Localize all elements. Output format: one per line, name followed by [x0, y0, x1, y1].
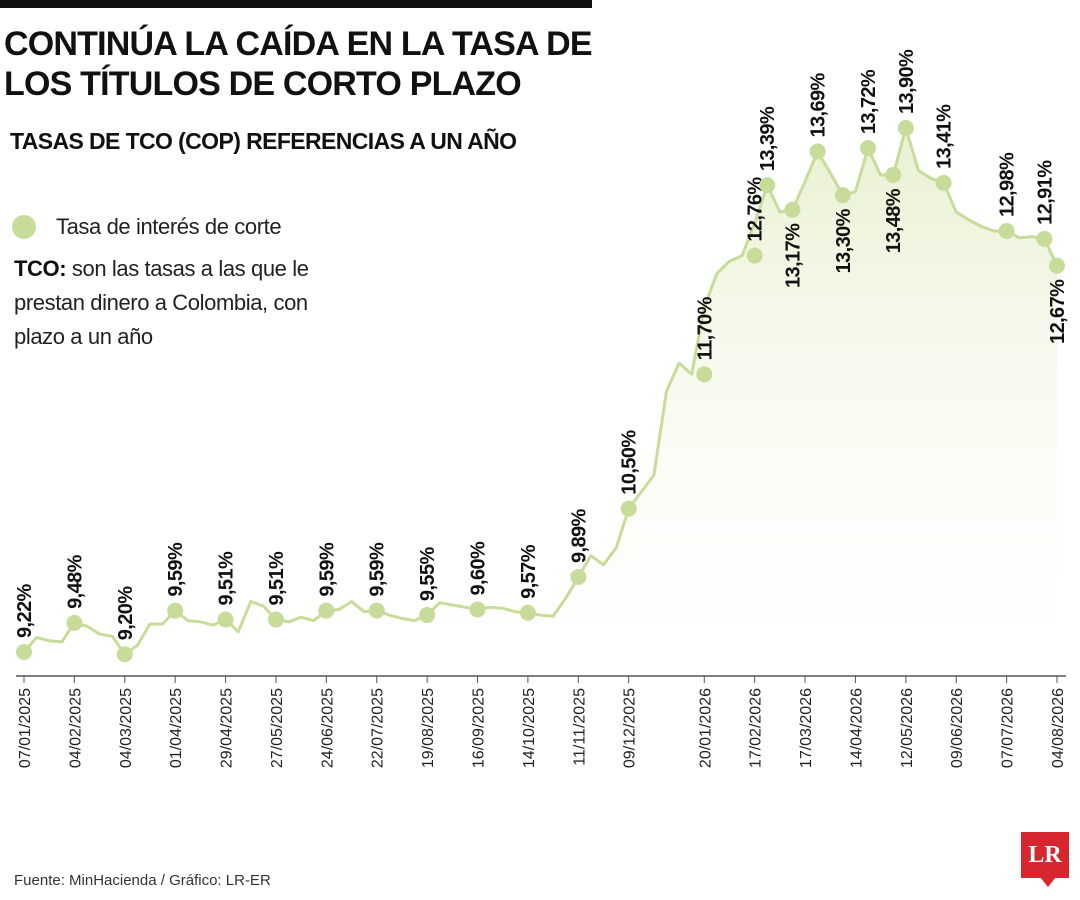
data-label: 9,48%: [64, 554, 86, 609]
data-point: [620, 500, 637, 517]
data-point: [16, 644, 32, 660]
definition-term: TCO:: [14, 256, 67, 281]
data-label: 13,17%: [782, 223, 804, 288]
data-point: [897, 120, 914, 136]
x-tick-label: 01/04/2025: [168, 688, 185, 768]
data-label: 9,59%: [316, 542, 338, 597]
data-label: 12,76%: [745, 177, 767, 242]
x-tick-label: 14/10/2025: [521, 688, 538, 768]
legend: Tasa de interés de corte: [12, 214, 282, 240]
data-point: [885, 167, 902, 184]
x-tick-label: 24/06/2025: [319, 688, 336, 768]
x-tick-label: 11/11/2025: [571, 688, 588, 766]
data-label: 12,91%: [1034, 160, 1056, 225]
data-label: 10,50%: [619, 430, 641, 495]
data-point: [66, 614, 83, 631]
data-label: 12,67%: [1047, 279, 1069, 344]
x-tick-label: 07/07/2026: [1000, 688, 1017, 768]
definition-text: son las tasas a las que le prestan diner…: [14, 256, 309, 349]
data-point: [860, 140, 877, 157]
data-point: [935, 174, 952, 191]
x-tick-label: 17/02/2026: [748, 688, 765, 768]
data-label: 13,39%: [757, 106, 779, 171]
x-tick-label: 07/01/2025: [17, 688, 34, 768]
data-point: [167, 602, 184, 619]
x-tick-label: 09/06/2026: [949, 688, 966, 768]
chart-subtitle: TASAS DE TCO (COP) REFERENCIAS A UN AÑO: [10, 128, 517, 154]
data-point: [570, 568, 587, 585]
data-point: [784, 201, 801, 218]
data-point: [1036, 230, 1053, 247]
data-label: 9,59%: [367, 542, 389, 597]
data-point: [116, 646, 133, 663]
x-tick-label: 20/01/2026: [697, 688, 714, 768]
data-label: 13,41%: [934, 104, 956, 169]
data-point: [809, 143, 826, 160]
data-point: [834, 187, 851, 204]
lr-logo-tail: [1040, 877, 1056, 887]
data-label: 9,51%: [216, 551, 238, 606]
x-tick-label: 04/02/2025: [67, 688, 84, 768]
lr-logo: LR: [1021, 832, 1069, 878]
page-title: CONTINÚA LA CAÍDA EN LA TASA DE LOS TÍTU…: [4, 25, 593, 103]
data-label: 13,30%: [833, 208, 855, 273]
data-point: [267, 611, 284, 628]
area-fill: [24, 128, 1057, 676]
data-label: 11,70%: [694, 296, 716, 360]
x-tick-label: 22/07/2025: [370, 688, 387, 768]
data-label: 9,20%: [115, 586, 137, 641]
data-point: [998, 223, 1015, 240]
x-tick-label: 19/08/2025: [420, 688, 437, 768]
data-point: [419, 607, 436, 624]
data-label: 12,98%: [997, 152, 1019, 217]
data-point: [696, 366, 713, 383]
data-label: 9,59%: [165, 542, 187, 597]
x-tick-label: 04/03/2025: [118, 688, 135, 768]
legend-marker-icon: [12, 215, 36, 239]
x-tick-label: 04/08/2026: [1050, 688, 1067, 768]
data-label: 9,55%: [417, 547, 439, 602]
top-rule: [0, 0, 592, 8]
x-tick-label: 17/03/2026: [798, 688, 815, 768]
data-point: [318, 602, 335, 619]
data-point: [759, 177, 776, 194]
data-label: 13,69%: [808, 72, 830, 137]
data-label: 9,22%: [14, 583, 36, 638]
data-point: [217, 611, 234, 628]
data-label: 13,90%: [896, 49, 918, 114]
data-point: [519, 604, 536, 621]
data-point: [1049, 257, 1065, 274]
x-tick-label: 16/09/2025: [471, 688, 488, 768]
data-point: [469, 601, 486, 618]
legend-label: Tasa de interés de corte: [56, 214, 282, 239]
data-label: 13,72%: [858, 69, 880, 134]
x-tick-label: 27/05/2025: [269, 688, 286, 768]
source-credit: Fuente: MinHacienda / Gráfico: LR-ER: [14, 872, 271, 889]
data-label: 9,89%: [568, 508, 590, 563]
x-tick-label: 09/12/2025: [622, 688, 639, 768]
data-label: 9,60%: [468, 541, 490, 596]
x-tick-label: 12/05/2026: [899, 688, 916, 768]
data-point: [368, 602, 385, 619]
x-tick-label: 14/04/2026: [848, 688, 865, 768]
data-label: 9,57%: [518, 544, 540, 599]
definition-note: TCO: son las tasas a las que le prestan …: [14, 252, 334, 354]
data-point: [746, 247, 763, 264]
data-label: 13,48%: [883, 188, 905, 253]
data-label: 9,51%: [266, 551, 288, 606]
x-tick-label: 29/04/2025: [219, 688, 236, 768]
